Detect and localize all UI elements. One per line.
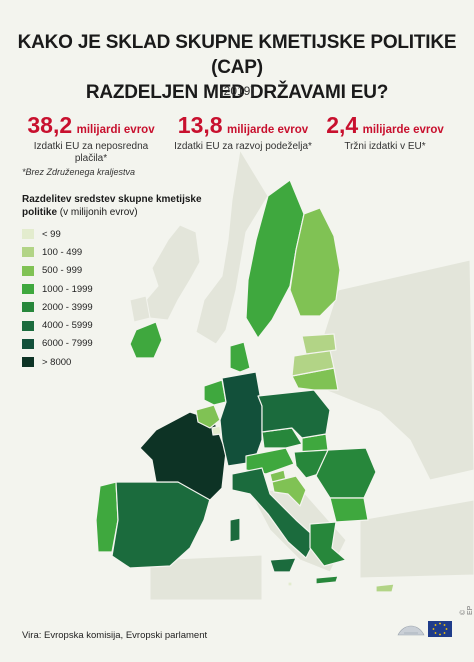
- non-eu-land: [359, 499, 474, 579]
- legend-item: 6000 - 7999: [22, 335, 93, 353]
- legend-label: 1000 - 1999: [42, 283, 93, 295]
- country-bulgaria: [329, 497, 369, 523]
- legend-title-bold: Razdelitev sredstev skupne kmetijske pol…: [22, 194, 202, 218]
- stat-desc: Izdatki EU za neposredna: [33, 141, 149, 152]
- title-line-1: KAKO JE SKLAD SKUPNE KMETIJSKE POLITIKE …: [17, 32, 457, 78]
- legend-swatch: [22, 338, 34, 349]
- country-ireland: [129, 321, 163, 359]
- legend-swatch: [22, 284, 34, 295]
- legend-item: 500 - 999: [22, 262, 93, 280]
- stat-number: 13,8: [177, 112, 223, 138]
- country-crete: [315, 575, 339, 585]
- legend: < 99 100 - 499 500 - 999 1000 - 1999 200…: [22, 225, 93, 371]
- country-romania: [315, 447, 377, 499]
- legend-swatch: [22, 302, 34, 313]
- stat-direct-payments: 38,2 milijardi evrov Izdatki EU za nepos…: [16, 112, 166, 165]
- country-denmark: [229, 341, 251, 373]
- non-eu-land: [319, 259, 474, 481]
- legend-item: 2000 - 3999: [22, 298, 93, 316]
- country-poland: [257, 389, 331, 439]
- country-austria: [245, 447, 295, 475]
- country-sardinia: [229, 517, 241, 543]
- legend-label: > 8000: [42, 356, 72, 368]
- legend-title-unit: (v milijonih evrov): [57, 207, 138, 218]
- legend-label: 100 - 499: [42, 246, 83, 258]
- legend-swatch: [22, 229, 34, 240]
- stat-unit: milijarde evrov: [362, 124, 444, 136]
- country-italy: [231, 467, 317, 559]
- legend-swatch: [22, 357, 34, 368]
- source-note: Vira: Evropska komisija, Evropski parlam…: [22, 630, 208, 641]
- stat-rural-development: 13,8 milijarde evrov Izdatki EU za razvo…: [168, 112, 318, 153]
- european-parliament-logo: [396, 617, 456, 646]
- country-croatia: [271, 475, 307, 507]
- legend-label: 6000 - 7999: [42, 338, 93, 350]
- legend-swatch: [22, 265, 34, 276]
- title-line-2: RAZDELJEN MED DRŽAVAMI EU?: [85, 82, 389, 103]
- legend-swatch: [22, 320, 34, 331]
- page-title: KAKO JE SKLAD SKUPNE KMETIJSKE POLITIKE …: [0, 30, 474, 105]
- year-label: (2019): [219, 84, 255, 98]
- copyright-label: © EP: [460, 605, 474, 615]
- legend-item: < 99: [22, 225, 93, 243]
- stat-number: 2,4: [326, 112, 359, 138]
- non-eu-land: [129, 295, 151, 323]
- legend-item: 1000 - 1999: [22, 280, 93, 298]
- country-sicily: [269, 557, 297, 573]
- stat-number: 38,2: [27, 112, 73, 138]
- country-finland: [289, 207, 341, 317]
- legend-item: > 8000: [22, 353, 93, 371]
- country-sweden: [245, 179, 305, 339]
- stat-desc: Izdatki EU za razvoj podeželja*: [174, 141, 312, 152]
- legend-item: 100 - 499: [22, 243, 93, 261]
- country-belgium: [195, 404, 221, 429]
- non-eu-land: [195, 148, 269, 345]
- legend-item: 4000 - 5999: [22, 316, 93, 334]
- stat-market-expenditure: 2,4 milijarde evrov Tržni izdatki v EU*: [315, 112, 455, 153]
- country-cyprus: [375, 583, 395, 593]
- legend-swatch: [22, 247, 34, 258]
- country-luxembourg: [211, 425, 222, 436]
- legend-label: 2000 - 3999: [42, 301, 93, 313]
- stat-desc: Tržni izdatki v EU*: [344, 141, 426, 152]
- country-netherlands: [203, 379, 227, 406]
- country-estonia: [301, 333, 337, 355]
- country-germany: [219, 371, 263, 467]
- legend-title: Razdelitev sredstev skupne kmetijske pol…: [22, 193, 222, 219]
- legend-label: 500 - 999: [42, 265, 83, 277]
- parliament-building-icon: [397, 621, 452, 637]
- non-eu-land: [145, 224, 201, 321]
- country-spain: [111, 481, 213, 569]
- stat-unit: milijardi evrov: [76, 124, 155, 136]
- footnote: *Brez Združenega kraljestva: [22, 167, 136, 177]
- non-eu-land: [149, 554, 263, 601]
- stat-desc: plačila*: [74, 153, 108, 164]
- country-malta: [287, 581, 293, 587]
- legend-label: < 99: [42, 228, 61, 240]
- stat-unit: milijarde evrov: [227, 124, 309, 136]
- legend-label: 4000 - 5999: [42, 320, 93, 332]
- country-greece: [309, 521, 347, 567]
